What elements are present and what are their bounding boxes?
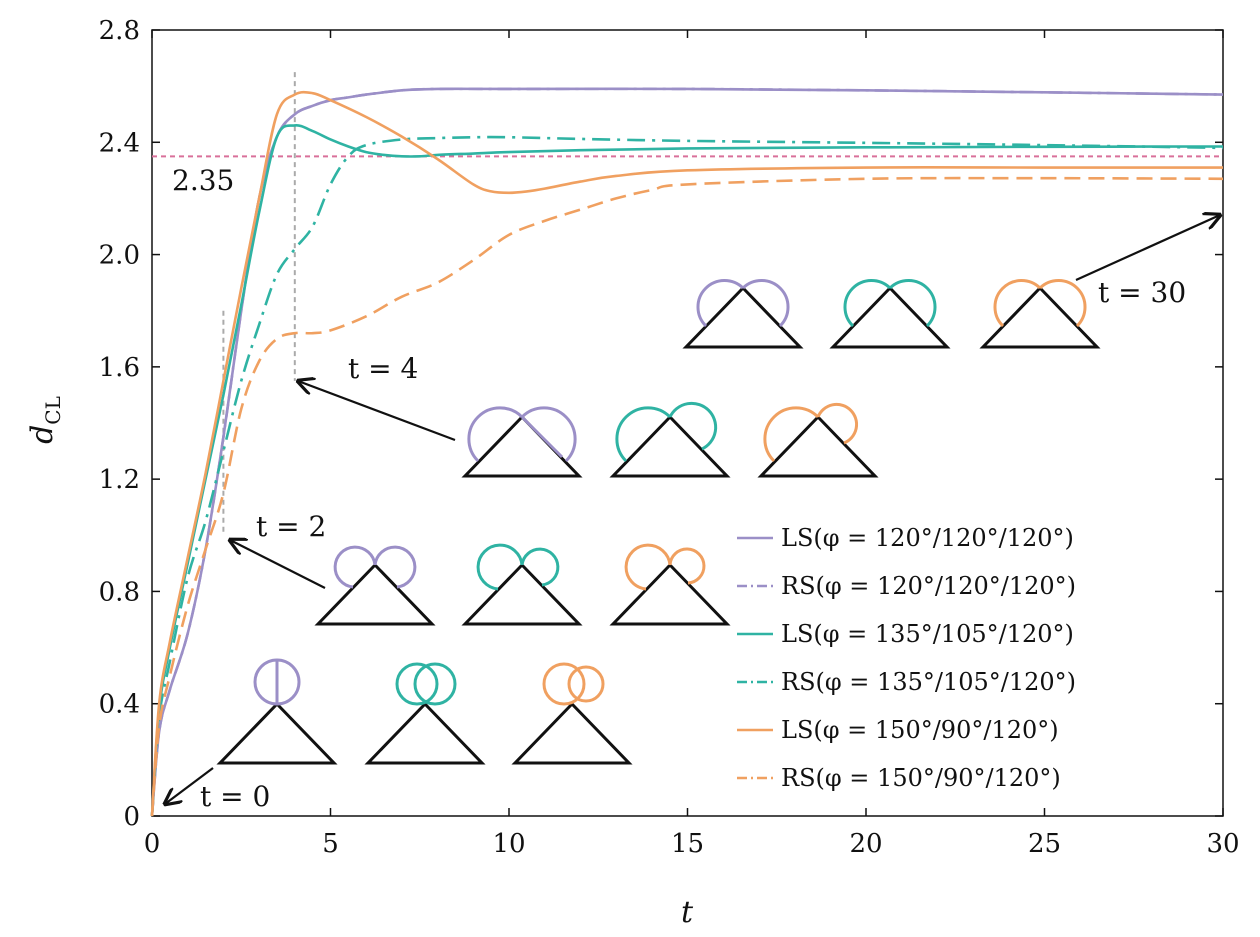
- x-tick-label: 30: [1206, 829, 1239, 859]
- arrow-t2: [230, 540, 326, 589]
- series-group: [150, 87, 1224, 817]
- series-line-5: [150, 176, 1224, 817]
- time-marker-group: [222, 72, 296, 536]
- x-tick-label: 20: [849, 829, 882, 859]
- annotation-labels: t = 0 t = 2 t = 4 t = 30: [200, 276, 1186, 813]
- y-axis-title: dCL: [25, 396, 65, 444]
- x-tick-label: 0: [144, 829, 161, 859]
- x-tick-label: 15: [671, 829, 704, 859]
- legend-label-3: RS(φ = 135°/105°/120°): [781, 668, 1076, 696]
- arrow-t30: [1075, 215, 1220, 282]
- schematic-t4-teal: [609, 401, 731, 478]
- legend-label-0: LS(φ = 120°/120°/120°): [781, 524, 1074, 552]
- schematics: [216, 278, 1101, 765]
- x-tick-label: 10: [492, 829, 525, 859]
- schematic-t2-orange: [609, 543, 731, 626]
- schematic-t2-teal: [461, 543, 583, 626]
- y-tick-label: 2.0: [99, 241, 140, 271]
- y-tick-label: 0: [123, 802, 140, 832]
- y-axis-title-sub: CL: [41, 396, 65, 425]
- annotation-arrows: [165, 215, 1220, 804]
- arrow-t0: [165, 767, 214, 804]
- series-line-1: [150, 87, 1224, 817]
- schematic-t0-purple: [216, 658, 338, 765]
- series-line-4: [150, 90, 1224, 817]
- x-axis-title: t: [681, 895, 694, 930]
- annotation-t30: t = 30: [1098, 276, 1186, 309]
- annotation-t0: t = 0: [200, 780, 270, 813]
- y-axis-title-main: d: [25, 425, 60, 444]
- schematic-t30-teal: [829, 278, 951, 349]
- annotation-t2: t = 2: [256, 510, 326, 543]
- legend-label-5: RS(φ = 150°/90°/120°): [781, 764, 1061, 792]
- arrow-t4: [298, 381, 456, 442]
- schematic-t2-purple: [314, 545, 436, 626]
- schematic-t30-orange: [979, 278, 1101, 349]
- y-tick-label: 1.2: [99, 465, 140, 495]
- schematic-t4-purple: [461, 406, 583, 478]
- schematic-t30-purple: [682, 278, 804, 349]
- legend-label-4: LS(φ = 150°/90°/120°): [781, 716, 1059, 744]
- x-tick-label: 25: [1028, 829, 1061, 859]
- y-tick-label: 2.4: [99, 128, 140, 158]
- reference-line-label: 2.35: [172, 164, 234, 197]
- series-line-2: [150, 124, 1224, 817]
- y-tick-label: 2.8: [99, 16, 140, 46]
- series-line-0: [150, 87, 1224, 817]
- series-line-3: [150, 135, 1224, 817]
- schematic-t0-orange: [511, 662, 633, 765]
- schematic-t0-teal: [364, 662, 486, 765]
- legend-label-2: LS(φ = 135°/105°/120°): [781, 620, 1074, 648]
- legend: LS(φ = 120°/120°/120°) RS(φ = 120°/120°/1…: [737, 524, 1076, 792]
- axis-ticks: 0 5 10 15 20 25 30 0 0.4 0.8 1.2 1.6 2.0 2.4 2.8: [99, 16, 1240, 859]
- x-tick-label: 5: [322, 829, 339, 859]
- y-tick-label: 0.8: [99, 577, 140, 607]
- annotation-t4: t = 4: [348, 352, 418, 385]
- legend-label-1: RS(φ = 120°/120°/120°): [781, 572, 1076, 600]
- y-tick-label: 1.6: [99, 353, 140, 383]
- schematic-t4-orange: [757, 402, 879, 478]
- svg-text:dCL: dCL: [25, 396, 65, 444]
- y-tick-label: 0.4: [99, 690, 140, 720]
